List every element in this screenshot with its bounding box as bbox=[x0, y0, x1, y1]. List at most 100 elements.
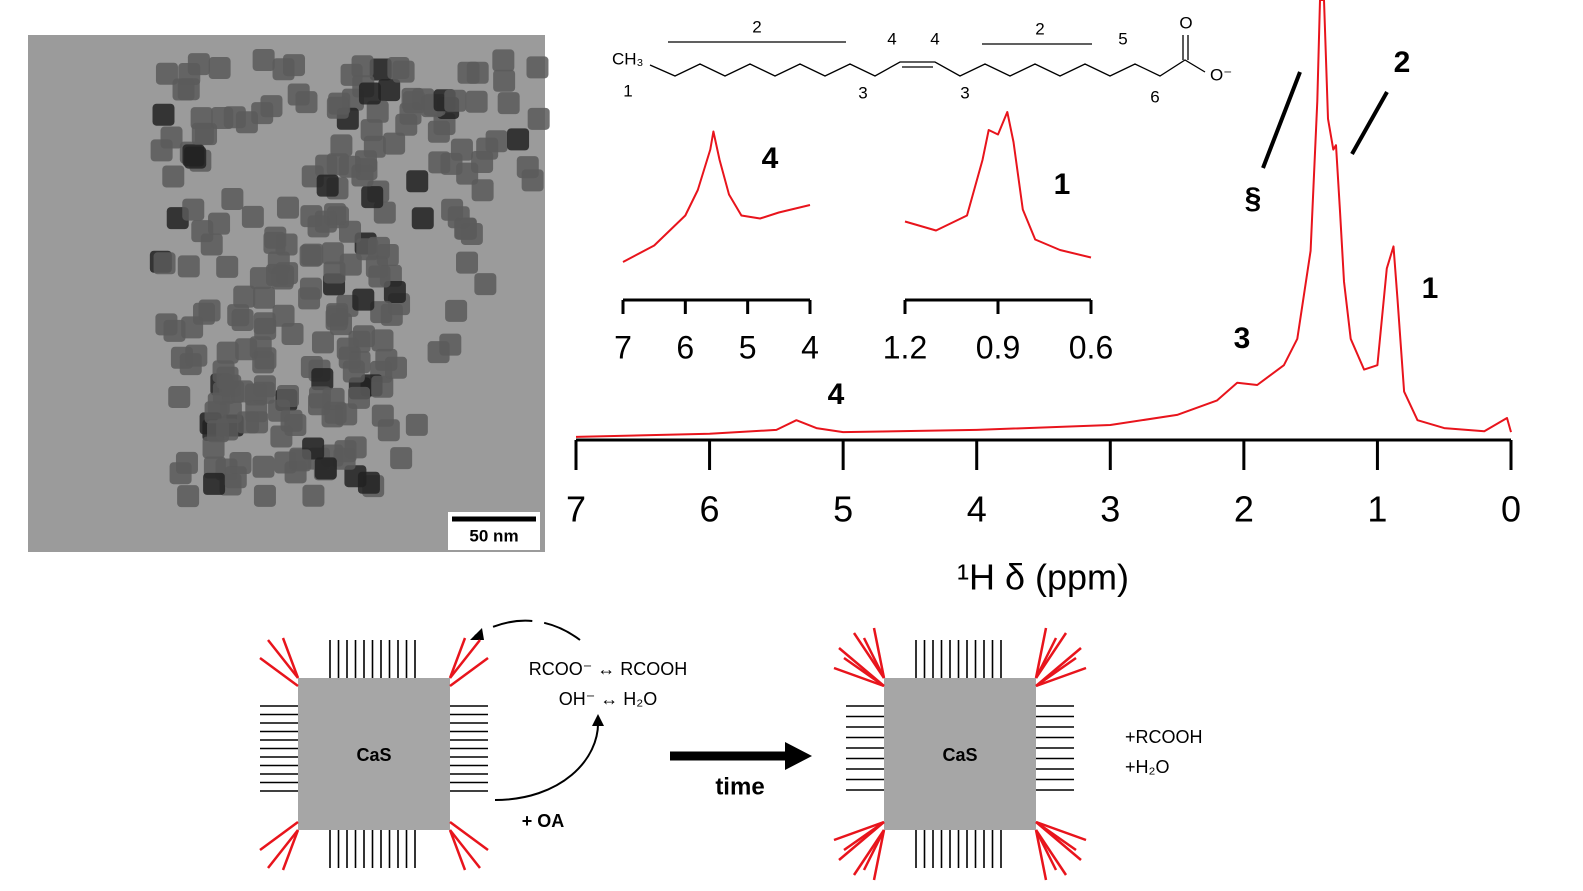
particle bbox=[260, 95, 283, 118]
spectrum bbox=[904, 111, 1092, 259]
ligand bbox=[833, 666, 885, 688]
particle bbox=[223, 106, 246, 129]
ligand bbox=[1034, 829, 1058, 871]
particle bbox=[358, 82, 381, 105]
structure bbox=[649, 35, 1206, 77]
particle bbox=[314, 457, 337, 480]
particle bbox=[497, 92, 520, 115]
particle bbox=[177, 255, 200, 278]
ligand bbox=[843, 820, 885, 852]
x-tick-label: 0.9 bbox=[976, 329, 1020, 365]
product: +RCOOH bbox=[1125, 727, 1203, 747]
x-tick-label: 0.6 bbox=[1069, 329, 1113, 365]
inset-label: 4 bbox=[762, 142, 779, 175]
inset-label: 1 bbox=[1054, 168, 1071, 201]
tem-image bbox=[28, 35, 550, 552]
x-tick-label: 5 bbox=[833, 489, 853, 530]
particle bbox=[361, 186, 384, 209]
particle bbox=[485, 130, 508, 153]
particle bbox=[276, 262, 299, 285]
pointer bbox=[1261, 71, 1302, 169]
particle bbox=[233, 285, 256, 308]
ligand bbox=[872, 829, 886, 881]
equilibrium: RCOO⁻ ↔ RCOOH bbox=[529, 659, 688, 679]
spectrum bbox=[622, 130, 811, 263]
particle bbox=[351, 164, 374, 187]
ligand bbox=[833, 820, 885, 842]
group: O bbox=[1179, 13, 1192, 32]
particle bbox=[450, 138, 473, 161]
peak-label: 3 bbox=[1234, 322, 1251, 355]
particle bbox=[152, 103, 175, 126]
particle bbox=[281, 322, 304, 345]
position: 1 bbox=[623, 81, 632, 100]
particle bbox=[321, 242, 344, 265]
position: 5 bbox=[1118, 29, 1127, 48]
particle bbox=[336, 337, 359, 360]
pointer bbox=[1350, 91, 1389, 155]
x-tick-label: 7 bbox=[566, 489, 586, 530]
particle bbox=[471, 179, 494, 202]
core-label: CaS bbox=[356, 745, 391, 765]
group: O⁻ bbox=[1210, 65, 1232, 84]
particle bbox=[295, 91, 318, 114]
ligand bbox=[449, 656, 489, 688]
particle bbox=[326, 153, 349, 176]
particle bbox=[527, 107, 550, 130]
particle bbox=[284, 461, 307, 484]
particle bbox=[367, 236, 390, 259]
ligand bbox=[1035, 656, 1077, 688]
arrow-label: time bbox=[715, 773, 764, 800]
particle bbox=[369, 58, 392, 81]
ligand bbox=[872, 627, 886, 679]
particle bbox=[241, 205, 264, 228]
scale-bar-label: 50 nm bbox=[469, 526, 518, 545]
particle bbox=[371, 404, 394, 427]
particle bbox=[190, 107, 213, 130]
x-tick-label: 7 bbox=[614, 329, 632, 365]
arrow bbox=[474, 619, 581, 641]
ligand bbox=[267, 829, 299, 869]
particle bbox=[264, 226, 287, 249]
position: 2 bbox=[1035, 19, 1044, 38]
particle bbox=[276, 384, 299, 407]
peak-label: 2 bbox=[1394, 46, 1411, 79]
ligand bbox=[448, 829, 467, 871]
ligand bbox=[1035, 820, 1077, 852]
reagent: + OA bbox=[522, 811, 565, 831]
ligand bbox=[1035, 820, 1087, 842]
particle bbox=[380, 303, 403, 326]
particle bbox=[402, 91, 425, 114]
particle bbox=[155, 313, 178, 336]
particle bbox=[445, 299, 468, 322]
particle bbox=[203, 472, 226, 495]
position: 3 bbox=[960, 83, 969, 102]
x-tick-label: 3 bbox=[1100, 489, 1120, 530]
particle bbox=[253, 286, 276, 309]
product: +H₂O bbox=[1125, 757, 1170, 777]
x-axis-label: ¹H δ (ppm) bbox=[957, 557, 1129, 598]
particle bbox=[184, 146, 207, 169]
particle bbox=[316, 174, 339, 197]
particle bbox=[352, 288, 375, 311]
particle bbox=[390, 447, 413, 470]
x-tick-label: 6 bbox=[700, 489, 720, 530]
x-tick-label: 1.2 bbox=[883, 329, 927, 365]
x-tick-label: 1 bbox=[1367, 489, 1387, 530]
particle bbox=[252, 351, 275, 374]
position: 3 bbox=[858, 83, 867, 102]
ligand bbox=[843, 656, 885, 688]
particle bbox=[177, 485, 200, 508]
particle bbox=[360, 119, 383, 142]
peak-label: § bbox=[1245, 182, 1262, 215]
x-tick-label: 0 bbox=[1501, 489, 1521, 530]
particle bbox=[301, 243, 324, 266]
ligand bbox=[448, 637, 467, 679]
particle bbox=[456, 162, 479, 185]
particle bbox=[330, 134, 353, 157]
arrow bbox=[494, 719, 600, 801]
particle bbox=[155, 62, 178, 85]
particle bbox=[474, 273, 497, 296]
particle bbox=[150, 139, 173, 162]
particle bbox=[204, 401, 227, 424]
